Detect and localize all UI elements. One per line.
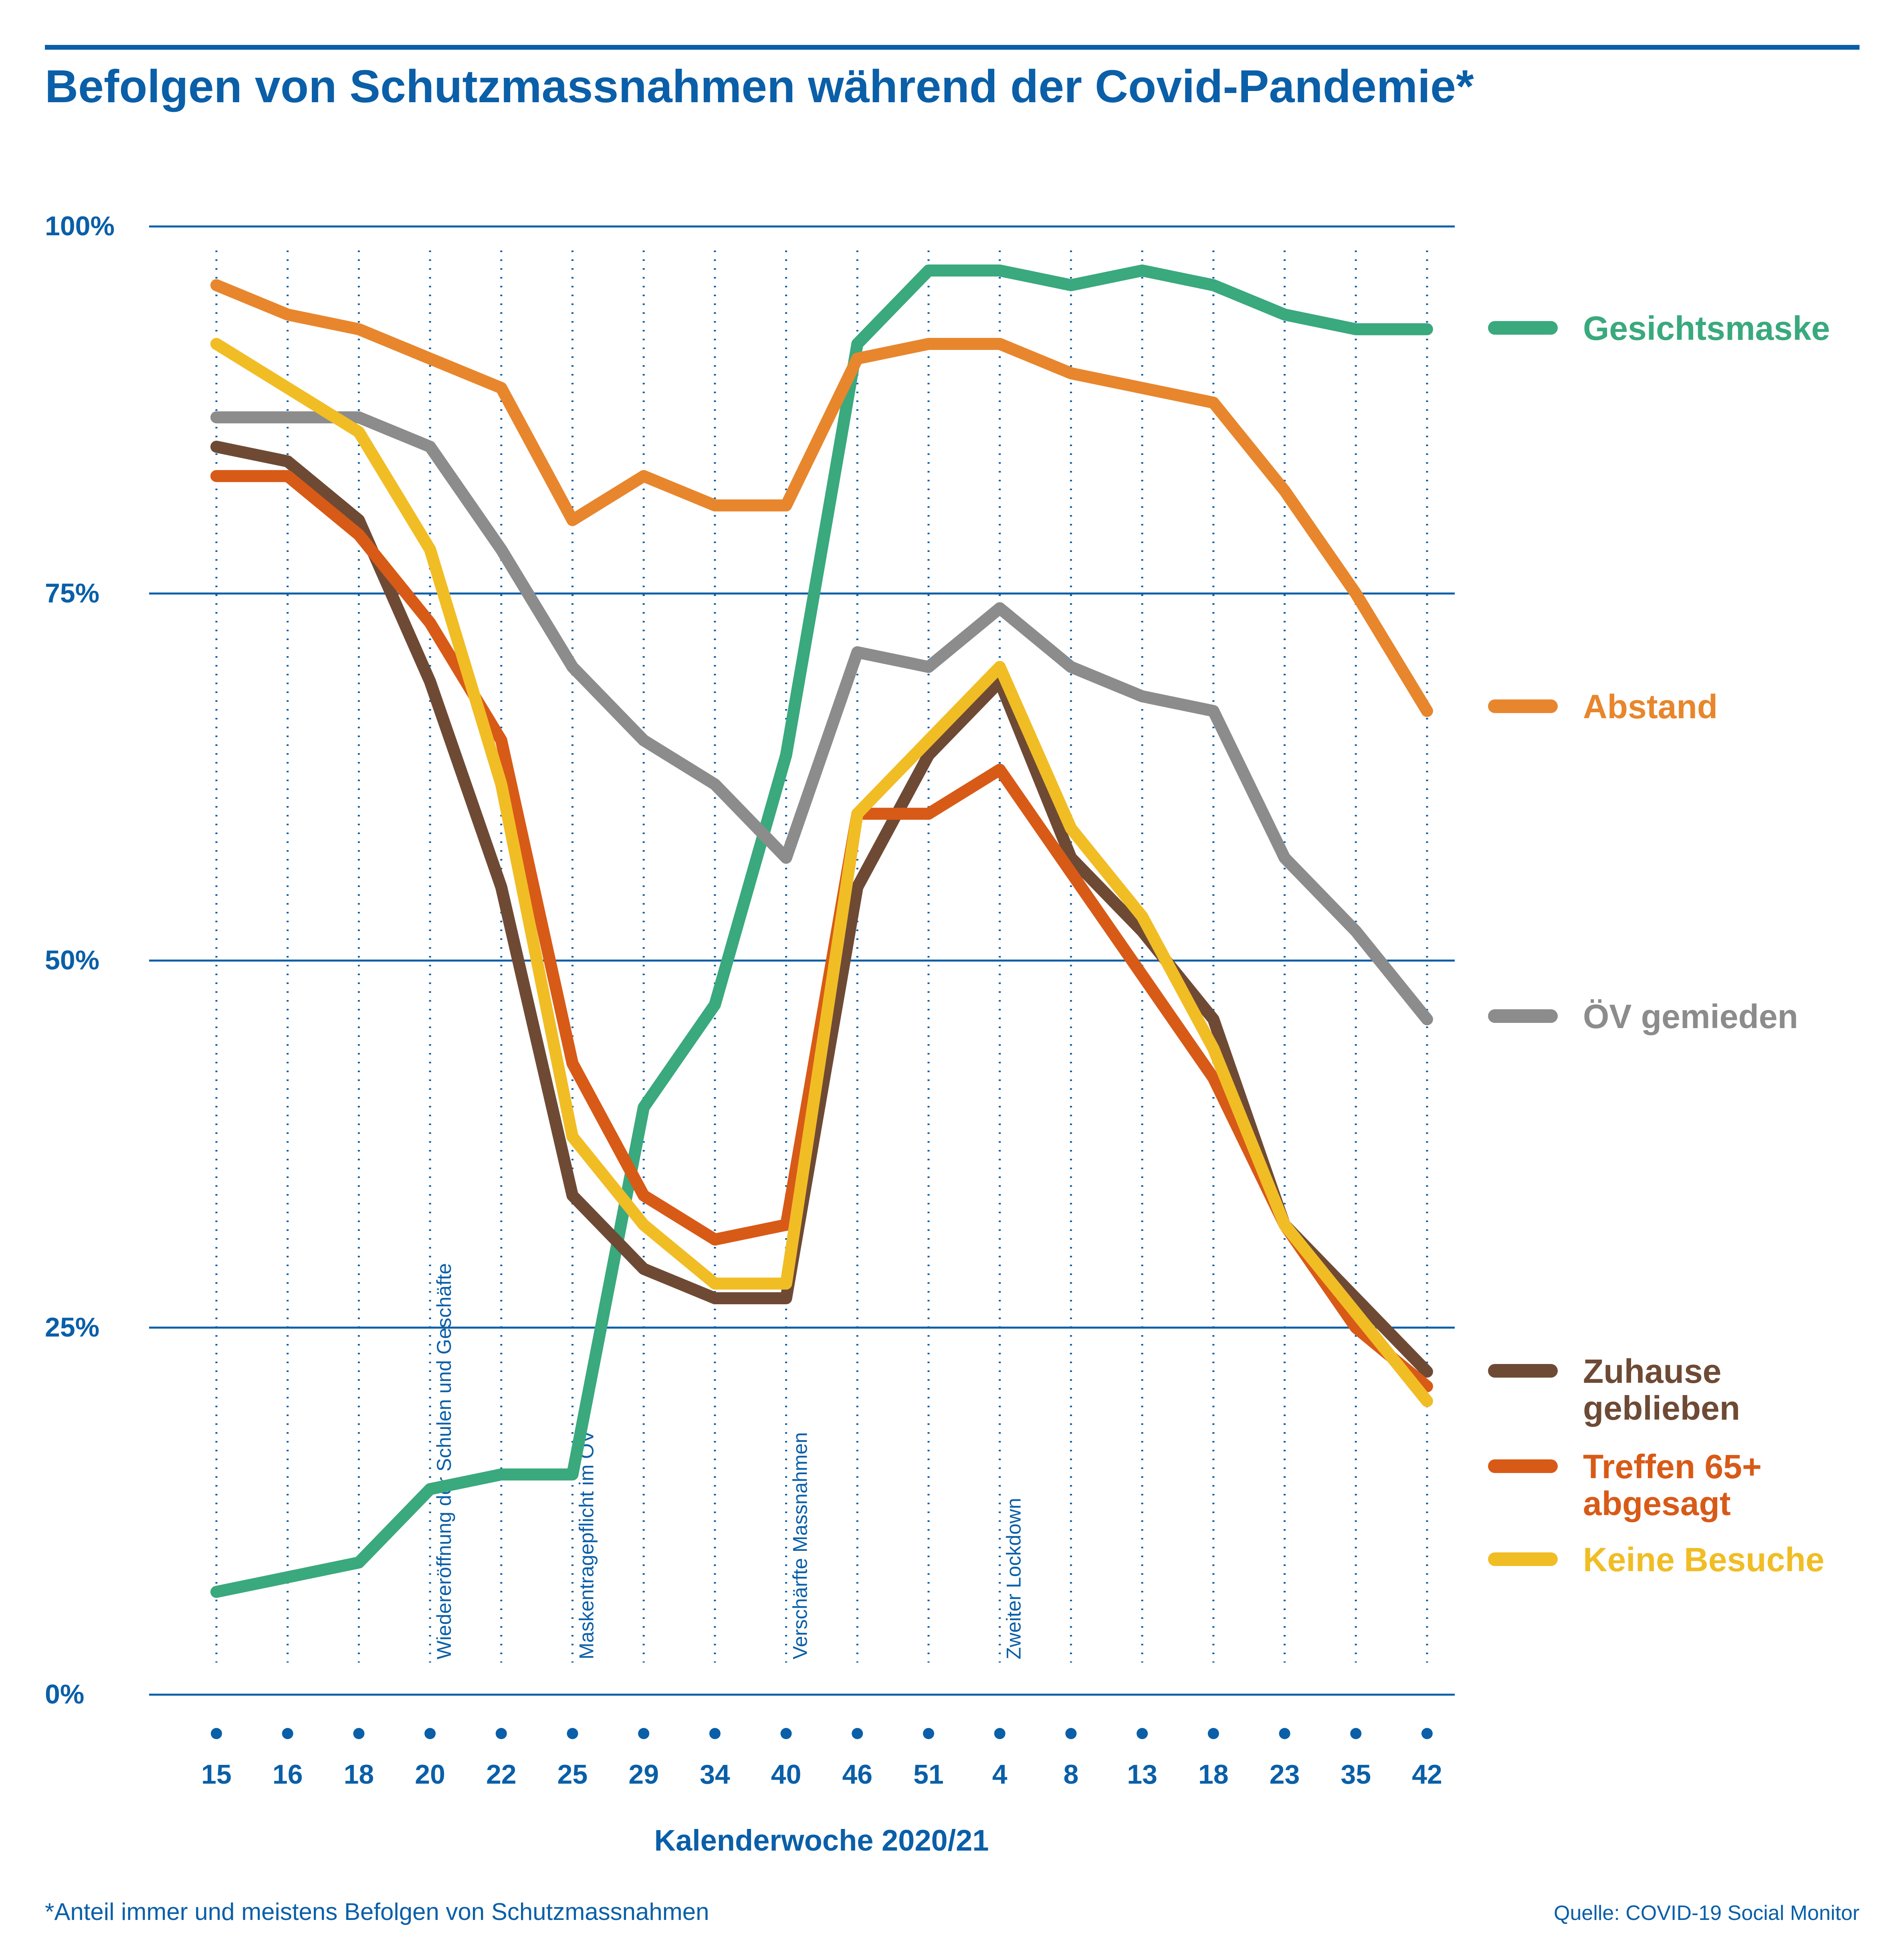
- x-tick-label: 34: [700, 1759, 730, 1790]
- x-tick-dot: [211, 1728, 222, 1739]
- y-tick-label: 100%: [45, 211, 115, 241]
- x-tick-dot: [994, 1728, 1006, 1739]
- x-tick-label: 13: [1127, 1759, 1157, 1790]
- source-note: Quelle: COVID-19 Social Monitor: [1554, 1901, 1860, 1925]
- series-line: [210, 279, 1433, 717]
- x-tick-label: 23: [1270, 1759, 1300, 1790]
- series-line: [210, 441, 1433, 1378]
- annotation-label: Verschärfte Massnahmen: [789, 1432, 812, 1659]
- x-tick-dot: [424, 1728, 436, 1739]
- x-tick-dot: [1065, 1728, 1077, 1739]
- x-tick-dot: [1350, 1728, 1362, 1739]
- horizontal-gridlines: [149, 225, 1455, 1696]
- x-tick-label: 35: [1341, 1759, 1371, 1790]
- x-tick-label: 29: [628, 1759, 659, 1790]
- x-tick-dot: [852, 1728, 863, 1739]
- x-tick-label: 4: [992, 1759, 1008, 1790]
- x-tick-dot: [282, 1728, 293, 1739]
- series-lines: [210, 264, 1433, 1598]
- x-axis-label: Kalenderwoche 2020/21: [654, 1824, 989, 1857]
- x-tick-dot: [1421, 1728, 1433, 1739]
- legend-label: Keine Besuche: [1583, 1541, 1824, 1578]
- legend: Gesichtsmaske Abstand ÖV gemieden Zuhause ge…: [1488, 309, 1830, 1578]
- x-tick-label: 51: [913, 1759, 944, 1790]
- legend-label: Treffen 65+ abgesagt: [1583, 1448, 1762, 1522]
- y-tick-label: 25%: [45, 1312, 99, 1342]
- event-annotations: Wiedereröffnung der Schulen und Geschäft…: [433, 1263, 1025, 1659]
- x-tick-label: 22: [486, 1759, 517, 1790]
- x-tick-label: 42: [1412, 1759, 1442, 1790]
- y-tick-label: 50%: [45, 945, 99, 976]
- x-tick-label: 16: [273, 1759, 303, 1790]
- y-tick-label: 75%: [45, 578, 99, 608]
- x-tick-dot: [638, 1728, 650, 1739]
- x-tick-dot: [1207, 1728, 1219, 1739]
- y-axis-ticks: 0% 25% 50% 75% 100%: [45, 211, 115, 1709]
- x-tick-dot: [1137, 1728, 1148, 1739]
- x-tick-dot: [709, 1728, 721, 1739]
- x-tick-label: 15: [201, 1759, 232, 1790]
- legend-label: Gesichtsmaske: [1583, 309, 1830, 347]
- x-tick-label: 40: [771, 1759, 802, 1790]
- x-tick-label: 46: [842, 1759, 872, 1790]
- x-tick-dot: [353, 1728, 365, 1739]
- x-tick-label: 25: [557, 1759, 588, 1790]
- annotation-label: Wiedereröffnung der Schulen und Geschäft…: [433, 1263, 455, 1659]
- x-tick-label: 20: [415, 1759, 445, 1790]
- x-axis-ticks: 15 16 18 20 22 25 29 34 40 46 51 4 8 13 18 23 35 42: [201, 1728, 1442, 1790]
- legend-label: Zuhause geblieben: [1583, 1352, 1740, 1427]
- legend-label: Abstand: [1583, 688, 1718, 725]
- x-tick-label: 18: [344, 1759, 374, 1790]
- x-tick-label: 18: [1198, 1759, 1229, 1790]
- series-line: [210, 338, 1433, 1407]
- annotation-label: Zweiter Lockdown: [1003, 1498, 1025, 1659]
- x-tick-label: 8: [1063, 1759, 1078, 1790]
- y-tick-label: 0%: [45, 1679, 84, 1709]
- x-tick-dot: [780, 1728, 792, 1739]
- series-line: [210, 411, 1433, 1025]
- x-tick-dot: [495, 1728, 507, 1739]
- vertical-gridlines: [215, 251, 1428, 1663]
- series-line: [210, 264, 1433, 1598]
- x-tick-dot: [567, 1728, 578, 1739]
- x-tick-dot: [1279, 1728, 1290, 1739]
- footnote: *Anteil immer und meistens Befolgen von …: [45, 1898, 709, 1925]
- legend-label: ÖV gemieden: [1583, 998, 1798, 1035]
- chart-title: Befolgen von Schutzmassnahmen während de…: [45, 61, 1474, 112]
- x-tick-dot: [923, 1728, 934, 1739]
